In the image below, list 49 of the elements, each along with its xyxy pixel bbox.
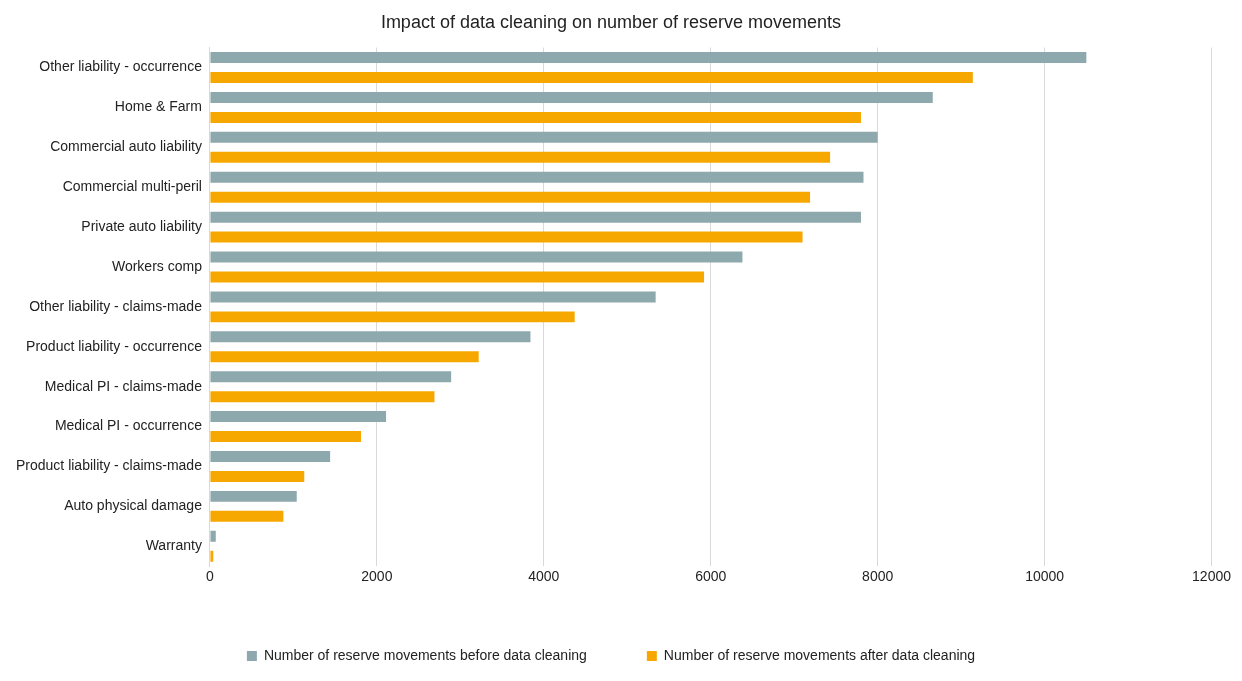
bar [210,490,297,502]
bar [210,530,216,542]
bar [210,231,803,243]
y-tick-label: Product liability - claims-made [15,457,203,474]
y-tick-label: Medical PI - occurrence [54,417,203,434]
y-tick-label: Workers comp [111,257,203,274]
bar [210,371,452,383]
x-tick-label: 6000 [695,568,727,585]
legend-label: Number of reserve movements after data cleaning [663,646,976,663]
bar [210,510,284,522]
y-tick-label: Commercial auto liability [50,138,202,155]
x-tick-label: 0 [206,568,215,585]
y-tick-label: Private auto liability [81,217,202,234]
bar [210,91,933,103]
x-tick-label: 10000 [1025,568,1065,585]
y-tick-label: Warranty [145,537,202,554]
bar [210,271,705,283]
bar [210,52,1087,64]
bar [210,351,479,363]
legend-label: Number of reserve movements before data cleaning [263,646,587,663]
bar [210,111,861,123]
x-tick-label: 8000 [862,568,894,585]
y-tick-label: Other liability - occurrence [39,58,203,75]
chart-title: Impact of data cleaning on number of reserve movements [380,11,842,32]
bar [210,251,743,263]
bar [210,171,864,183]
y-tick-label: Medical PI - claims-made [44,377,203,394]
bar [210,131,878,143]
bar [210,191,811,203]
y-tick-label: Other liability - claims-made [29,297,203,314]
bar [210,211,861,223]
bar [210,331,531,343]
bar [210,391,435,403]
bar [210,411,387,423]
y-tick-label: Home & Farm [114,98,202,115]
y-tick-label: Auto physical damage [64,497,203,514]
x-tick-label: 2000 [361,568,393,585]
bar [210,311,575,323]
bar [210,151,831,163]
bar [210,72,973,83]
bar [210,451,331,462]
bar [210,431,362,443]
x-tick-label: 12000 [1192,568,1232,585]
bar [210,470,305,482]
y-tick-label: Product liability - occurrence [26,337,203,354]
y-tick-label: Commercial multi-peril [62,178,202,195]
x-tick-label: 4000 [528,568,560,585]
bar [210,291,656,303]
bar [210,550,214,562]
